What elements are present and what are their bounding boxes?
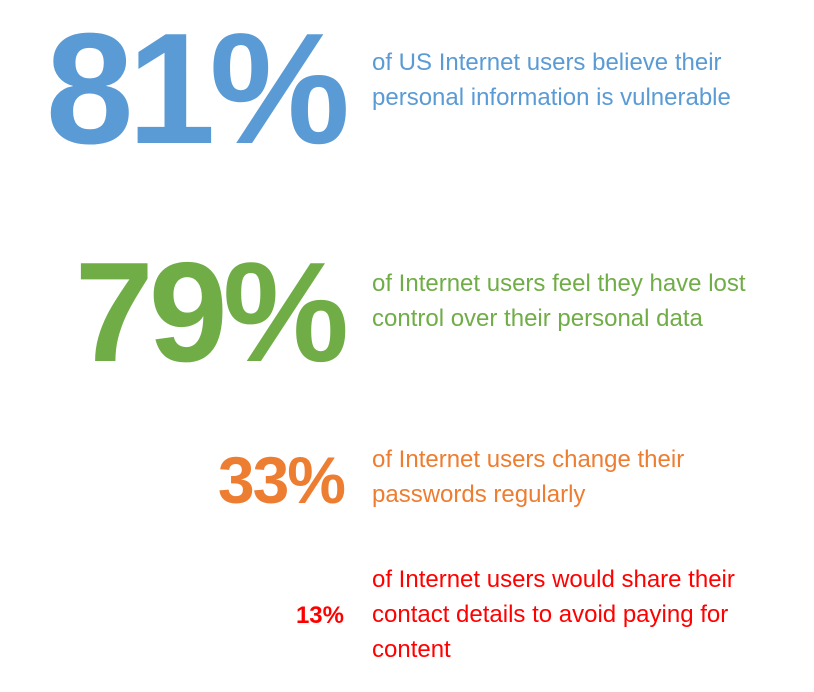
stat-description: of Internet users would share their cont… — [372, 566, 735, 663]
stat-row-33: 33% of Internet users change their passw… — [0, 440, 814, 520]
stat-value: 33% — [217, 443, 346, 517]
stat-description: of Internet users feel they have lost co… — [372, 270, 746, 332]
stat-row-81: 81% of US Internet users believe their p… — [0, 0, 814, 170]
stat-row-79: 79% of Internet users feel they have los… — [0, 225, 814, 385]
stat-value: 13% — [295, 602, 344, 629]
stat-row-13: 13% of Internet users would share their … — [0, 560, 814, 670]
stat-value: 79% — [74, 233, 349, 392]
stat-description: of US Internet users believe their perso… — [372, 49, 731, 111]
stat-description: of Internet users change their passwords… — [372, 446, 685, 508]
stat-value: 81% — [45, 1, 350, 177]
